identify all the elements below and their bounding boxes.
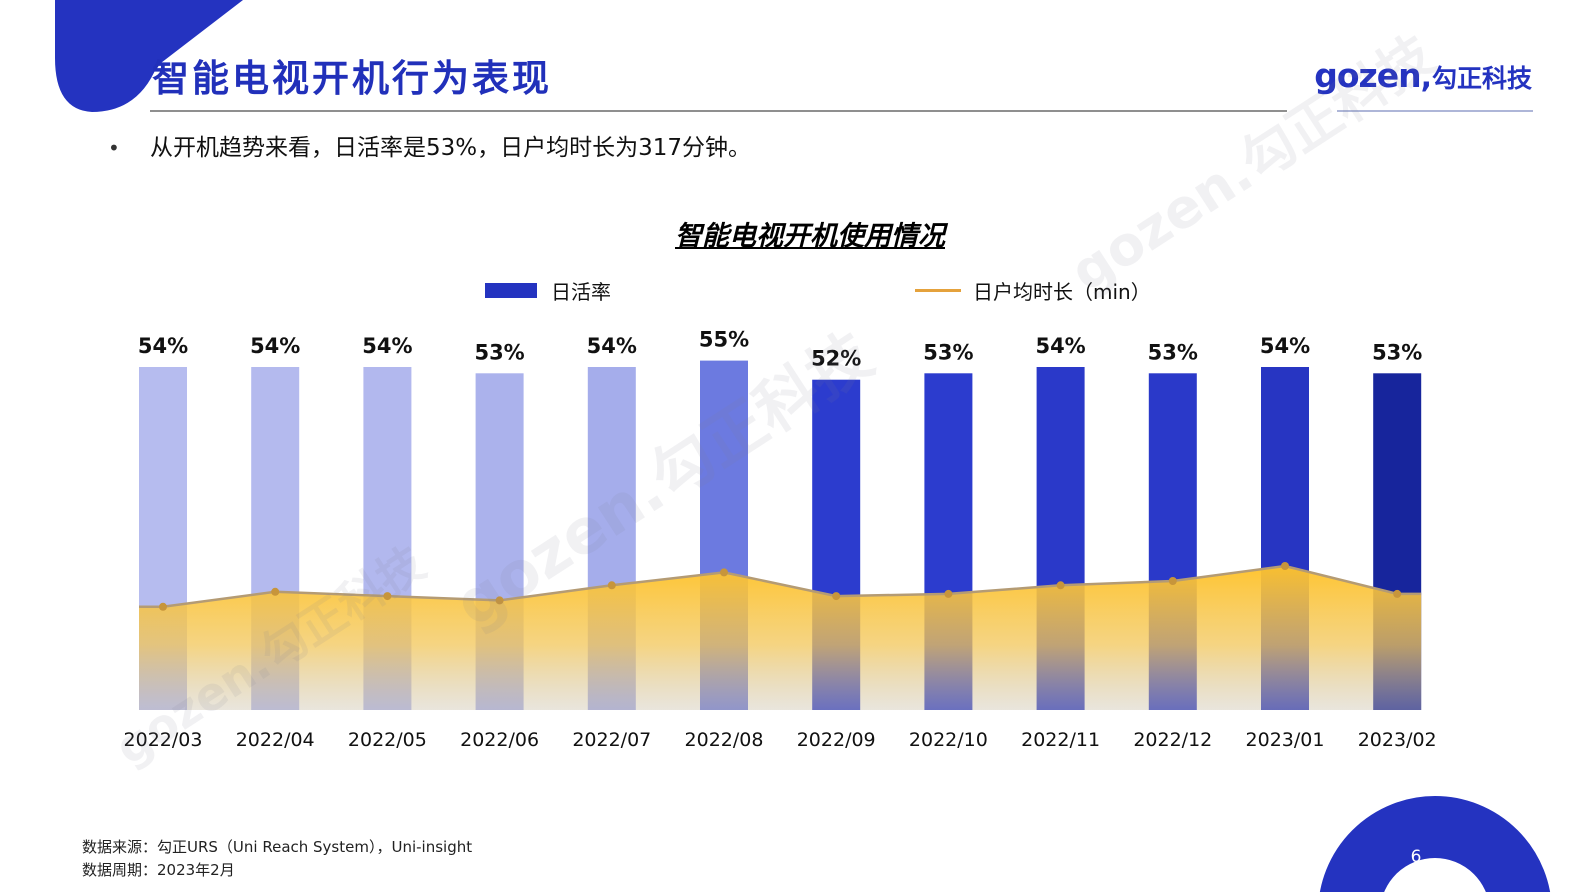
brand-logo-company: 勾正科技: [1431, 64, 1532, 93]
x-axis-label: 2022/10: [909, 729, 988, 751]
line-marker-2022/07: [607, 581, 616, 590]
avg-minutes-line: [139, 564, 1422, 609]
legend-item-avg-minutes: 日户均时长（min）: [915, 276, 1151, 305]
line-marker-2023/02: [1393, 589, 1402, 598]
x-axis-label: 2022/05: [348, 729, 427, 751]
x-axis-label: 2022/06: [460, 729, 539, 751]
bar-value-label: 53%: [1372, 340, 1422, 364]
line-marker-2022/09: [832, 592, 841, 601]
x-axis-label: 2023/02: [1358, 729, 1437, 751]
line-marker-2022/11: [1056, 581, 1065, 590]
line-marker-2022/10: [944, 589, 953, 598]
bar-value-label: 52%: [811, 347, 861, 371]
line-marker-2022/05: [383, 592, 392, 601]
page-number-badge: 6: [1319, 796, 1551, 892]
bar-value-label: 54%: [138, 334, 188, 358]
bullet-point: • 从开机趋势来看，日活率是53%，日户均时长为317分钟。: [108, 128, 751, 162]
header-divider: [150, 110, 1287, 112]
line-marker-2022/12: [1168, 577, 1177, 585]
page-number: 6: [1411, 847, 1422, 867]
bar-value-label: 54%: [1260, 334, 1310, 358]
line-legend-label: 日户均时长（min）: [973, 280, 1151, 304]
data-source-text: 数据来源：勾正URS（Uni Reach System），Uni-insight: [82, 838, 473, 856]
x-axis-label: 2022/08: [685, 729, 764, 751]
data-period-text: 数据周期：2023年2月: [82, 861, 235, 880]
bullet-marker: •: [108, 136, 120, 160]
bar-value-label: 54%: [587, 334, 637, 358]
x-axis-label: 2023/01: [1246, 729, 1325, 751]
page-title: 智能电视开机行为表现: [152, 57, 552, 100]
logo-divider: [1337, 110, 1533, 112]
bar-value-label: 53%: [474, 340, 524, 364]
x-axis-label: 2022/11: [1021, 729, 1100, 751]
combo-chart: 54% 54% 54% 53% 54% 55% 52% 53% 54% 53% 54% 53% 2022…: [124, 330, 1437, 751]
footer: 数据来源：勾正URS（Uni Reach System），Uni-insight…: [82, 836, 472, 883]
line-marker-2022/04: [271, 587, 280, 596]
bar-value-label: 53%: [923, 340, 973, 364]
brand-logo: gozen,勾正科技: [1314, 56, 1532, 95]
chart-title: 智能电视开机使用情况: [675, 221, 945, 252]
x-axis-label: 2022/04: [236, 729, 315, 751]
bar-value-label: 55%: [699, 330, 749, 352]
bar-legend-label: 日活率: [551, 280, 611, 304]
corner-decoration: [55, 0, 243, 112]
line-legend-swatch: [915, 289, 961, 292]
line-marker-2023/01: [1281, 562, 1289, 570]
brand-logo-wordmark: gozen: [1314, 56, 1421, 95]
bar-value-label: 54%: [250, 334, 300, 358]
bar-legend-swatch: [485, 283, 537, 298]
legend-item-daily-active: 日活率: [485, 276, 611, 305]
line-marker-2022/08: [720, 568, 728, 577]
x-axis-label: 2022/07: [572, 729, 651, 751]
line-area-fill: [139, 566, 1422, 710]
bar-value-label: 53%: [1148, 340, 1198, 364]
bar-value-label: 54%: [362, 334, 412, 358]
x-axis-label: 2022/09: [797, 729, 876, 751]
bar-value-label: 54%: [1035, 334, 1085, 358]
donut-ring: [1319, 796, 1551, 892]
line-marker-2022/06: [495, 596, 504, 605]
bullet-text: 从开机趋势来看，日活率是53%，日户均时长为317分钟。: [150, 135, 752, 161]
corner-blob-shape: [55, 0, 243, 112]
x-axis-label: 2022/12: [1133, 729, 1212, 751]
brand-logo-comma: ,: [1420, 60, 1432, 95]
line-marker-2022/03: [159, 602, 167, 611]
x-axis-label: 2022/03: [124, 729, 203, 751]
